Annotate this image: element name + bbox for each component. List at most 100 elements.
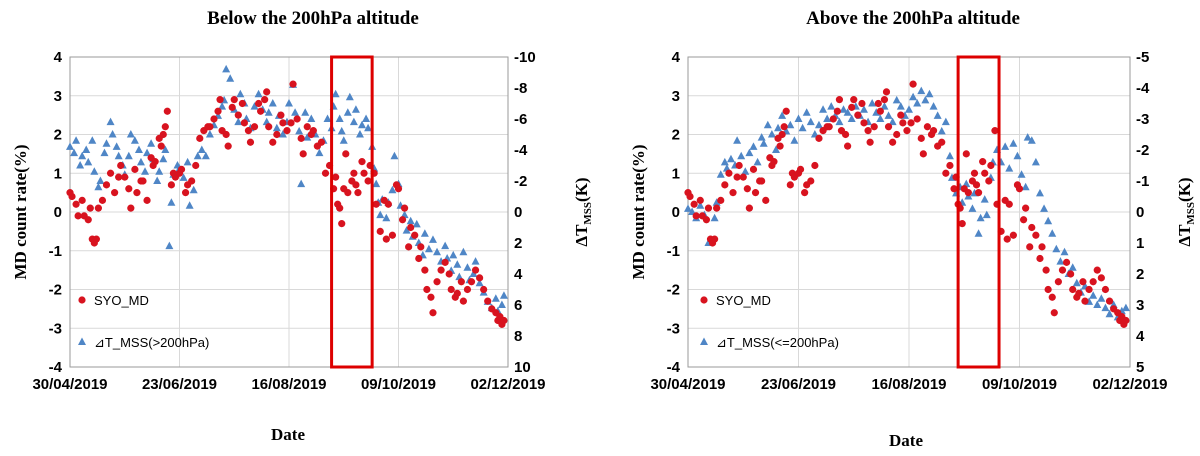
syo-md-point — [167, 181, 175, 189]
tmss-point — [917, 86, 926, 95]
tmss-point — [76, 161, 85, 169]
syo-md-point — [476, 274, 484, 282]
syo-md-point — [398, 216, 407, 224]
y2-tick-label: -1 — [1136, 173, 1149, 190]
syo-md-point — [352, 181, 360, 189]
tmss-point — [790, 136, 799, 144]
tmss-point — [291, 108, 300, 116]
syo-md-point — [68, 192, 76, 201]
y2-tick-label: 10 — [514, 359, 531, 376]
syo-md-point — [336, 204, 344, 212]
y2-tick-label: -4 — [1136, 80, 1150, 97]
syo-md-point — [713, 204, 721, 212]
syo-md-point — [177, 165, 186, 173]
syo-md-point — [751, 189, 760, 197]
tmss-point — [236, 89, 245, 98]
y-tick-label: 0 — [54, 204, 62, 221]
syo-md-point — [776, 142, 784, 150]
syo-md-point — [981, 169, 989, 177]
tmss-point — [84, 157, 93, 166]
syo-md-point — [1079, 278, 1087, 286]
syo-md-point — [283, 127, 291, 135]
syo-md-point — [332, 173, 340, 181]
tmss-point — [315, 148, 324, 157]
syo-md-point — [987, 161, 995, 170]
y2-tick-label: -10 — [514, 49, 536, 66]
tmss-point — [778, 111, 787, 119]
tmss-point — [716, 170, 725, 178]
tmss-point — [1052, 244, 1061, 253]
syo-md-point — [858, 99, 866, 108]
tmss-point — [72, 136, 81, 144]
tmss-point — [254, 89, 263, 98]
syo-md-point — [102, 181, 111, 189]
tmss-point — [968, 204, 977, 212]
tmss-point — [193, 151, 202, 160]
syo-md-point — [121, 173, 129, 181]
syo-md-point — [441, 258, 449, 266]
syo-md-point — [244, 127, 253, 135]
syo-md-point — [344, 189, 352, 197]
y2-tick-label: -2 — [1136, 142, 1149, 159]
syo-md-point — [780, 123, 788, 131]
x-axis-label: Date — [271, 425, 305, 444]
tmss-point — [839, 105, 848, 113]
y2-axis-label: ΔTMSS(K) — [1175, 177, 1197, 246]
syo-md-point — [964, 189, 972, 197]
syo-md-point — [98, 196, 107, 204]
syo-md-point — [884, 123, 893, 131]
tmss-point — [189, 185, 198, 194]
syo-md-point — [289, 80, 297, 88]
syo-md-point — [457, 278, 465, 286]
syo-md-point — [770, 158, 778, 166]
tmss-point — [108, 130, 117, 138]
tmss-point — [90, 167, 99, 175]
tmss-point — [684, 204, 692, 212]
tmss-point — [1001, 142, 1010, 150]
tmss-point — [234, 117, 243, 126]
syo-md-point — [151, 158, 159, 166]
syo-md-point — [192, 161, 200, 170]
tmss-point — [720, 157, 729, 166]
syo-md-point — [735, 161, 743, 170]
syo-md-point — [117, 161, 125, 170]
tmss-point — [712, 198, 721, 206]
syo-md-point — [1026, 243, 1034, 251]
syo-md-point — [407, 223, 415, 232]
tmss-point — [876, 114, 885, 122]
y2-tick-label: -6 — [514, 111, 527, 128]
tmss-point — [1101, 303, 1110, 312]
syo-md-point — [188, 177, 196, 185]
syo-md-point — [825, 123, 833, 131]
syo-md-point — [143, 196, 151, 204]
syo-md-point — [382, 235, 390, 243]
tmss-point — [100, 148, 109, 157]
syo-md-point — [84, 216, 92, 224]
tmss-point — [364, 123, 373, 132]
syo-md-point — [297, 134, 305, 142]
tmss-point — [205, 130, 214, 138]
syo-md-point — [739, 173, 747, 181]
y-tick-label: 1 — [54, 165, 62, 182]
tmss-point — [1005, 164, 1014, 172]
tmss-point — [114, 151, 123, 160]
syo-md-point — [405, 243, 413, 251]
syo-md-point — [350, 169, 358, 177]
tmss-point — [165, 241, 174, 250]
syo-md-point — [778, 130, 786, 139]
syo-md-point — [273, 130, 281, 139]
tmss-point — [798, 123, 807, 132]
y-tick-label: 1 — [672, 165, 680, 182]
syo-md-point — [876, 107, 884, 115]
tmss-point — [358, 120, 366, 129]
syo-md-point — [394, 185, 403, 193]
tmss-point — [159, 154, 168, 163]
syo-md-point — [970, 169, 979, 177]
syo-md-point — [1105, 297, 1114, 305]
y2-tick-label: 4 — [514, 266, 523, 283]
tmss-point — [976, 213, 985, 222]
syo-md-point — [214, 107, 222, 115]
tmss-point — [463, 263, 472, 271]
chart-panel-right: Above the 200hPa altitude Date MD count … — [600, 0, 1200, 456]
syo-md-point — [686, 192, 694, 201]
